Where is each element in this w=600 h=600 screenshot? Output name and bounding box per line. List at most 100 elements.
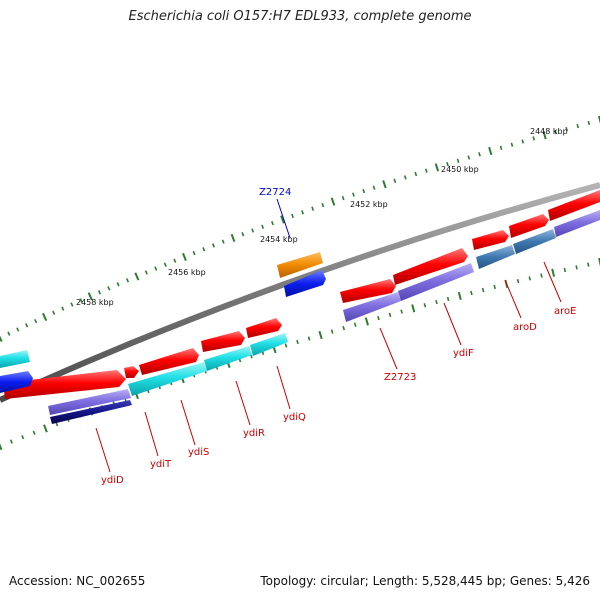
inner-scale-tick xyxy=(435,299,438,305)
outer-scale-tick xyxy=(352,192,355,197)
outer-scale-tick xyxy=(52,310,56,315)
inner-scale-tick xyxy=(481,287,485,293)
gene-label-ydiQ[interactable]: ydiQ xyxy=(283,412,306,423)
outer-scale-tick xyxy=(321,202,325,208)
inner-scale-tick xyxy=(470,290,473,296)
outer-scale-tick xyxy=(382,180,387,189)
inner-scale-tick xyxy=(353,322,357,327)
gene-ydiF-product[interactable] xyxy=(398,263,474,301)
outer-scale-tick xyxy=(154,266,158,271)
inner-scale-tick xyxy=(551,268,556,277)
gene-edge-right-purple[interactable] xyxy=(554,210,600,237)
gene-edge-left-cyan[interactable] xyxy=(0,350,30,368)
outer-scale-tick xyxy=(456,158,460,163)
leader-aroD xyxy=(504,279,522,319)
outer-scale-tick xyxy=(478,152,481,157)
outer-scale-tick xyxy=(25,323,29,328)
gene-label-ydiD[interactable]: ydiD xyxy=(101,475,124,486)
outer-scale-tick xyxy=(510,142,514,147)
gene-aroD-product[interactable] xyxy=(476,245,515,269)
inner-scale-tick xyxy=(516,279,520,284)
inner-scale-tick xyxy=(598,257,600,267)
gene-Z2724[interactable] xyxy=(277,252,323,278)
leader-ydiF xyxy=(443,302,462,346)
inner-scale-tick xyxy=(540,273,543,278)
outer-scale-tick xyxy=(301,210,304,215)
gene-labels: ydiD ydiT ydiS ydiR ydiQ Z2723 ydiF aroD… xyxy=(101,187,576,486)
gene-ydiR[interactable] xyxy=(201,331,245,352)
outer-scale-tick xyxy=(467,155,471,160)
outer-scale-tick xyxy=(163,262,167,267)
gene-ydiS[interactable] xyxy=(139,348,199,375)
gene-label-ydiT[interactable]: ydiT xyxy=(150,459,172,470)
inner-scale-tick xyxy=(364,317,369,326)
outer-scale-tick xyxy=(202,247,206,252)
gene-ydiR-product[interactable] xyxy=(250,333,288,356)
map-title: Escherichia coli O157:H7 EDL933, complet… xyxy=(128,9,472,24)
gene-label-aroE[interactable]: aroE xyxy=(554,306,576,317)
gene-label-Z2723[interactable]: Z2723 xyxy=(384,372,416,383)
gene-label-Z2724[interactable]: Z2724 xyxy=(259,187,291,198)
inner-scale-tick xyxy=(9,439,13,444)
gene-Z2723[interactable] xyxy=(340,279,396,303)
gene-aroD[interactable] xyxy=(472,230,509,250)
gene-Z2723-product[interactable] xyxy=(343,292,401,322)
outer-scale-tick xyxy=(587,120,591,126)
outer-scale-tick xyxy=(330,197,336,206)
outer-scale-tick xyxy=(144,270,148,275)
leader-Z2723 xyxy=(379,327,398,370)
gene-ydiS-product[interactable] xyxy=(204,346,252,371)
gene-aroE-product[interactable] xyxy=(513,229,556,254)
outer-scale-tick xyxy=(125,278,130,283)
gene-Z2724-product[interactable] xyxy=(284,270,326,297)
inner-scale-tick xyxy=(342,325,346,331)
gene-ydiT[interactable] xyxy=(124,366,139,378)
gene-edge-right[interactable] xyxy=(548,190,600,221)
topology-text: Topology: circular; Length: 5,528,445 bp… xyxy=(260,574,590,588)
gene-ydiF[interactable] xyxy=(393,248,468,285)
gene-label-aroD[interactable]: aroD xyxy=(513,322,537,333)
gene-ydiD-product[interactable] xyxy=(48,389,131,415)
outer-scale-tick xyxy=(0,335,3,343)
outer-scale-tick xyxy=(542,131,547,140)
gene-ydiT-product[interactable] xyxy=(128,362,207,396)
outer-scale-tick xyxy=(70,302,74,307)
gene-ydiD-dark[interactable] xyxy=(50,400,132,424)
inner-scale-tick xyxy=(446,296,450,302)
outer-scale-tick xyxy=(251,228,255,233)
outer-scale-tick xyxy=(499,145,503,151)
gene-edge-left-blue[interactable] xyxy=(0,371,33,393)
outer-scale-tick xyxy=(341,195,345,201)
gene-label-ydiF[interactable]: ydiF xyxy=(453,348,474,359)
inner-scale-tick xyxy=(587,262,590,267)
gene-label-ydiS[interactable]: ydiS xyxy=(188,447,209,458)
outer-scale-tick xyxy=(7,331,11,336)
outer-scale-tick xyxy=(521,139,525,144)
outer-scale-tick xyxy=(565,126,568,132)
gene-ydiQ[interactable] xyxy=(246,318,282,338)
outer-scale-tick xyxy=(134,272,140,281)
outer-scale-tick xyxy=(182,252,187,261)
reverse-strand-genes xyxy=(0,210,600,424)
outer-scale-tick xyxy=(554,129,557,135)
outer-scale-tick xyxy=(34,318,38,324)
inner-scale-tick xyxy=(457,291,462,301)
outer-scale-tick xyxy=(61,306,65,311)
gene-label-ydiR[interactable]: ydiR xyxy=(243,428,265,439)
inner-scale-tick xyxy=(575,265,578,270)
inner-scale-tick xyxy=(21,435,25,440)
scale-label-2450: 2450 kbp xyxy=(441,165,479,174)
gene-aroE[interactable] xyxy=(509,214,549,238)
outer-scale-tick xyxy=(434,163,440,172)
inner-scale-tick xyxy=(330,329,334,334)
outer-scale-tick xyxy=(311,206,315,211)
outer-scale-tick xyxy=(116,282,120,287)
outer-scale-tick xyxy=(42,312,48,322)
gene-ydiD[interactable] xyxy=(3,370,126,399)
leader-ydiS xyxy=(180,399,196,446)
scale-label-2458: 2458 kbp xyxy=(76,298,114,307)
inner-scale-tick xyxy=(0,443,3,451)
leader-ydiR xyxy=(235,380,251,426)
outer-scale-tick xyxy=(192,250,196,256)
